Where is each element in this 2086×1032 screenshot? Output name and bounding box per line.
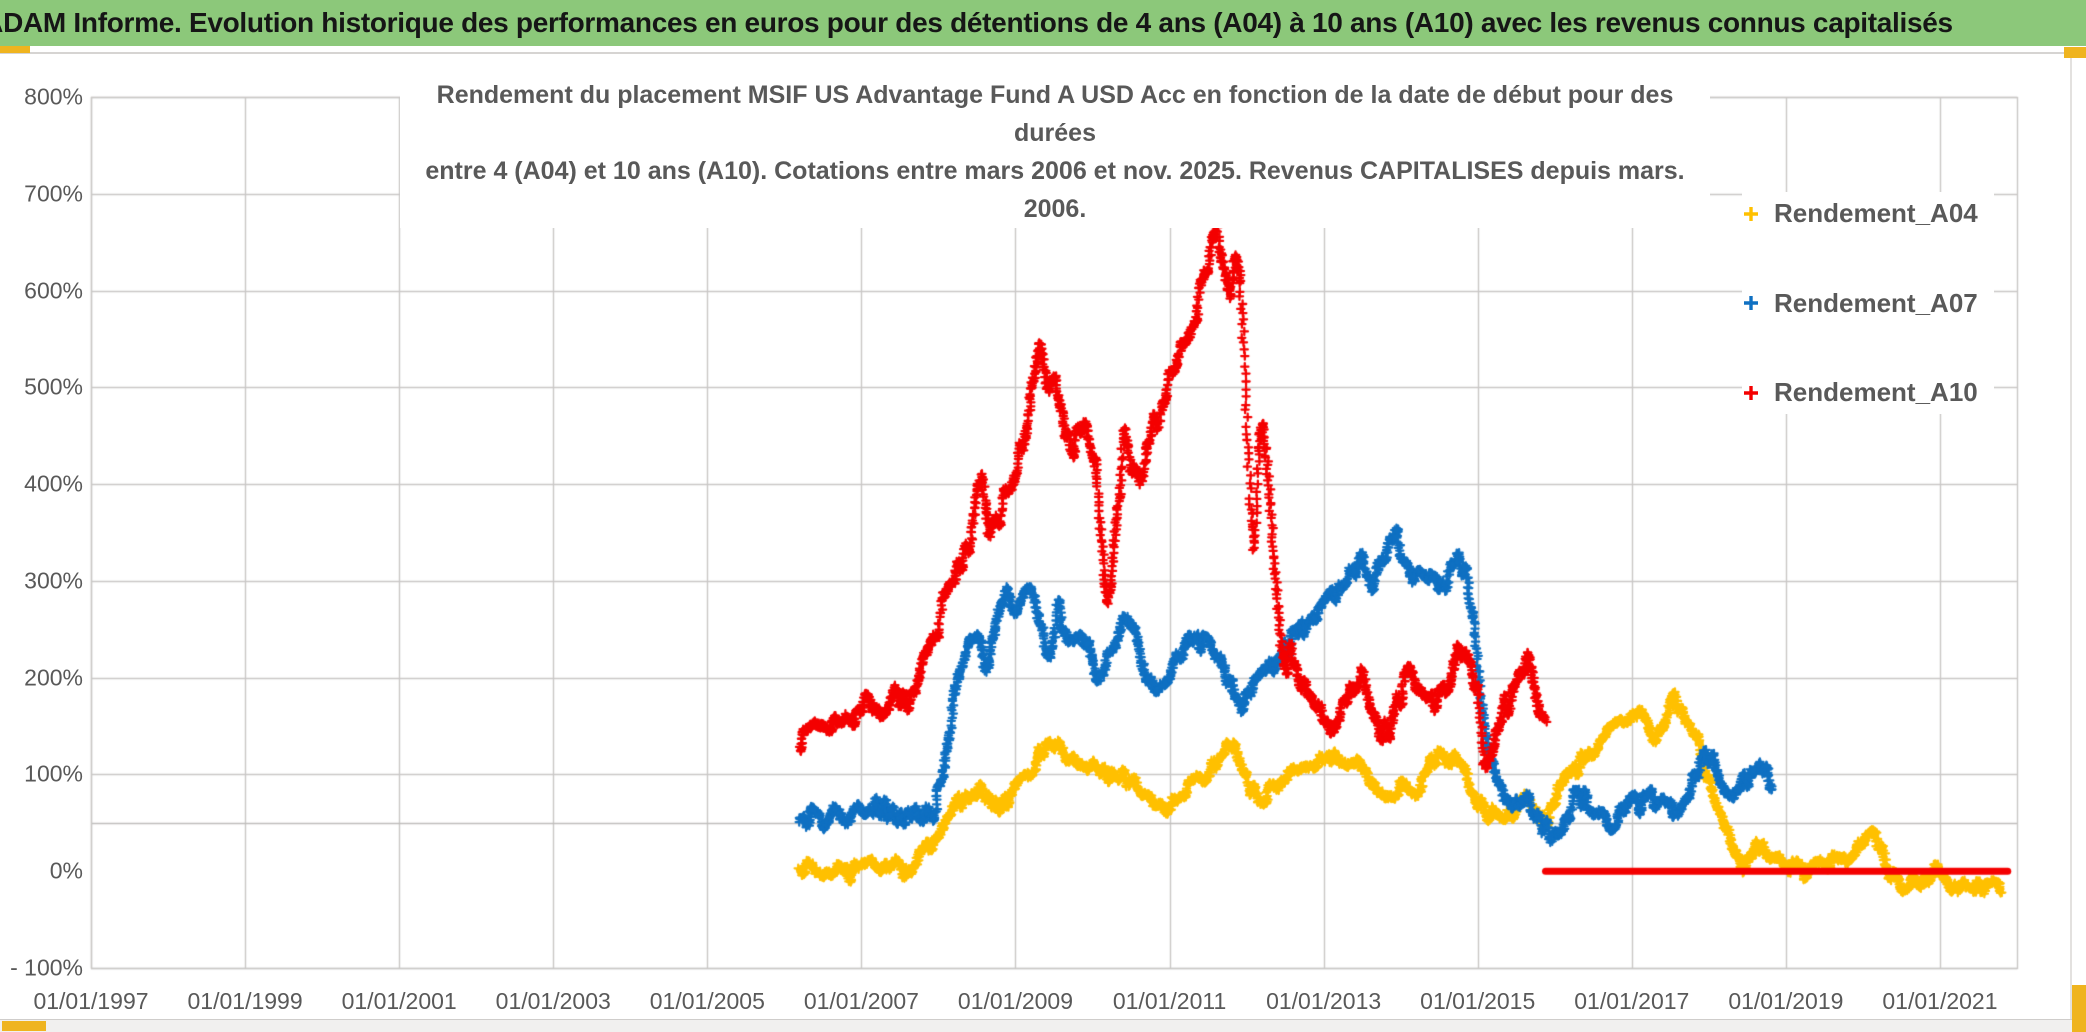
sheet-edge-line: [2070, 53, 2072, 1019]
y-axis-tick-label: 300%: [24, 567, 83, 594]
y-axis-tick-label: 400%: [24, 470, 83, 497]
x-axis-tick-label: 01/01/1997: [33, 988, 149, 1014]
y-axis-tick-label: 700%: [24, 180, 83, 207]
y-axis-tick-label: 0%: [49, 857, 83, 884]
y-axis-tick-label: 500%: [24, 373, 83, 400]
gold-accent-bottom-left: [2, 1021, 46, 1031]
plus-marker-icon: [1744, 206, 1758, 221]
x-axis-tick-label: 01/01/2007: [803, 988, 919, 1014]
x-axis-tick-label: 01/01/2011: [1112, 988, 1227, 1014]
x-axis-tick-label: 01/01/2021: [1882, 988, 1998, 1014]
legend: Rendement_A04 Rendement_A07 Rendement_A1…: [1742, 192, 1994, 414]
y-axis-tick-label: 100%: [24, 760, 83, 787]
chart-annotation-line2: entre 4 (A04) et 10 ans (A10). Cotations…: [425, 157, 1685, 223]
chart-annotation: Rendement du placement MSIF US Advantage…: [400, 76, 1710, 228]
legend-label: Rendement_A07: [1774, 287, 1978, 318]
x-axis-tick-label: 01/01/2003: [495, 988, 611, 1014]
x-axis-tick-label: 01/01/2013: [1266, 988, 1382, 1014]
y-axis-tick-label: 600%: [24, 277, 83, 304]
y-axis-tick-label: - 100%: [10, 954, 83, 981]
gold-accent-top-right: [2064, 47, 2086, 58]
legend-label: Rendement_A10: [1774, 377, 1978, 407]
x-axis-tick-label: 01/01/2015: [1420, 988, 1536, 1014]
plus-marker-icon: [1744, 296, 1758, 310]
plus-marker-icon: [1744, 385, 1758, 400]
x-axis-tick-label: 01/01/2017: [1574, 988, 1690, 1014]
legend-label: Rendement_A04: [1774, 198, 1978, 228]
x-axis-tick-label: 01/01/1999: [187, 988, 303, 1014]
x-axis-tick-label: 01/01/2019: [1728, 988, 1844, 1014]
y-axis-tick-label: 200%: [24, 664, 83, 691]
x-axis-tick-label: 01/01/2009: [957, 988, 1074, 1014]
legend-item-rendement-a10[interactable]: Rendement_A10: [1742, 377, 1994, 408]
gold-accent-bottom-right: [2072, 985, 2086, 1032]
x-axis-tick-label: 01/01/2005: [649, 988, 765, 1014]
legend-item-rendement-a04[interactable]: Rendement_A04: [1742, 198, 1994, 229]
legend-item-rendement-a07[interactable]: Rendement_A07: [1742, 288, 1994, 319]
gold-accent-top-left: [0, 46, 30, 53]
x-axis-tick-label: 01/01/2001: [341, 988, 457, 1014]
footer-band: [0, 1020, 2086, 1032]
y-axis-tick-label: 800%: [24, 83, 83, 110]
footer-divider: [0, 1019, 2086, 1020]
chart-annotation-line1: Rendement du placement MSIF US Advantage…: [436, 81, 1674, 147]
